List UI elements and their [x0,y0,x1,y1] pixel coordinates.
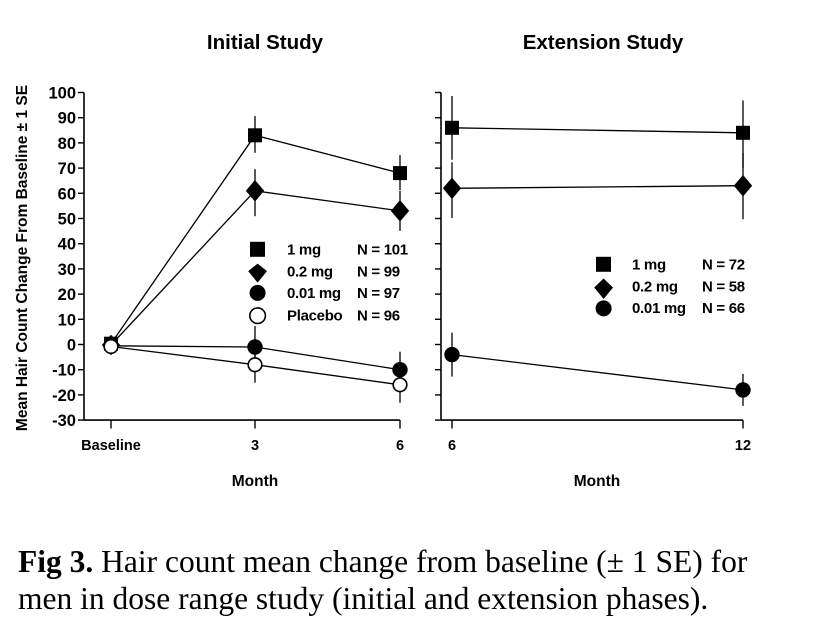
svg-text:N = 99: N = 99 [357,264,400,281]
svg-text:30: 30 [58,261,76,279]
svg-text:Extension Study: Extension Study [523,31,684,54]
svg-text:100: 100 [48,85,76,103]
svg-text:0: 0 [67,337,76,355]
svg-text:0.2 mg: 0.2 mg [632,279,678,296]
svg-text:-20: -20 [52,387,76,405]
svg-text:90: 90 [58,110,76,128]
svg-text:-30: -30 [52,412,76,430]
svg-text:60: 60 [58,185,76,203]
svg-text:N = 72: N = 72 [702,257,745,274]
svg-text:N = 96: N = 96 [357,308,400,325]
svg-text:Placebo: Placebo [287,308,343,325]
svg-text:0.2 mg: 0.2 mg [287,264,333,281]
svg-text:N = 97: N = 97 [357,285,400,302]
svg-text:10: 10 [58,311,76,329]
svg-text:N = 101: N = 101 [357,242,408,259]
svg-text:1 mg: 1 mg [287,242,321,259]
svg-text:-10: -10 [52,362,76,380]
svg-text:20: 20 [58,286,76,304]
svg-text:0.01 mg: 0.01 mg [632,300,686,317]
svg-text:N = 58: N = 58 [702,279,745,296]
svg-text:80: 80 [58,135,76,153]
svg-text:1 mg: 1 mg [632,257,666,274]
svg-text:0.01 mg: 0.01 mg [287,285,341,302]
svg-text:3: 3 [251,438,259,454]
svg-text:Month: Month [574,473,620,490]
svg-text:12: 12 [735,438,751,454]
svg-text:Mean Hair Count Change From Ba: Mean Hair Count Change From Baseline ± 1… [14,85,31,431]
svg-text:70: 70 [58,160,76,178]
svg-text:6: 6 [448,438,456,454]
svg-text:50: 50 [58,211,76,229]
svg-text:Initial Study: Initial Study [207,31,324,54]
svg-text:6: 6 [396,438,404,454]
svg-text:N = 66: N = 66 [702,300,745,317]
svg-text:Baseline: Baseline [81,438,141,454]
svg-text:Month: Month [232,473,278,490]
svg-text:40: 40 [58,236,76,254]
